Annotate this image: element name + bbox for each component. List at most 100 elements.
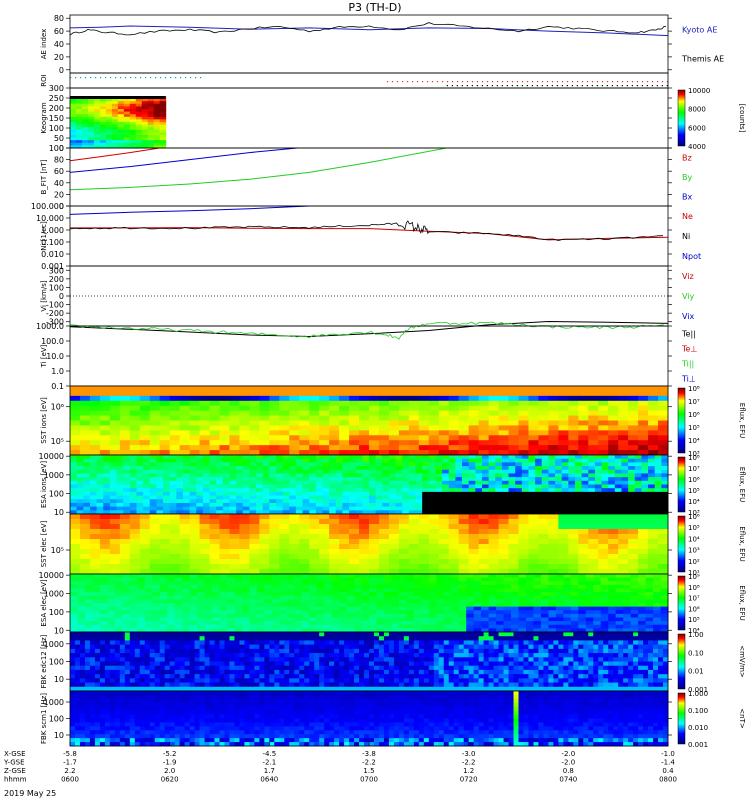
spectrogram-cell [568, 539, 579, 545]
spectrogram-cell [383, 595, 392, 600]
spectrogram-cell [383, 606, 392, 611]
keogram-cell [75, 114, 83, 118]
spectrogram-cell [159, 519, 171, 525]
spectrogram-cell [322, 462, 330, 467]
legend-entry: Npot [682, 252, 701, 261]
spectrogram-cell [182, 588, 190, 593]
spectrogram-cell [660, 595, 669, 600]
spectrogram-cell [309, 450, 320, 456]
spectrogram-cell [109, 529, 121, 535]
spectrogram-cell [473, 603, 482, 608]
spectrogram-cell [79, 415, 91, 421]
spectrogram-cell [518, 559, 529, 565]
spectrogram-cell [329, 420, 340, 426]
spectrogram-cell [299, 435, 310, 441]
spectrogram-cell [418, 445, 430, 451]
spectrogram-cell [196, 458, 204, 463]
spectrogram-cell [309, 405, 320, 412]
spectrogram-cell [302, 473, 310, 478]
spectrogram-cell [189, 386, 200, 392]
spectrogram-cell [122, 584, 131, 589]
spectrogram-cell [585, 599, 594, 604]
keogram-cell [99, 111, 107, 115]
spectrogram-cell [167, 624, 176, 629]
spectrogram-cell [226, 603, 235, 608]
keogram-cell [81, 106, 89, 110]
spectrogram-cell [481, 574, 489, 579]
spectrogram-cell [648, 534, 659, 540]
spectrogram-cell [422, 466, 430, 471]
spectrogram-cell [89, 410, 101, 416]
spectrogram-cell [242, 495, 250, 500]
spectrogram-cell [209, 473, 217, 478]
spectrogram-cell [289, 491, 297, 496]
spectrogram-cell [369, 502, 377, 508]
colorbar-tick-label: 10⁵ [688, 424, 700, 432]
spectrogram-cell [249, 628, 258, 633]
spectrogram-cell [159, 599, 168, 604]
spectrogram-cell [428, 386, 440, 392]
spectrogram-cell [92, 584, 101, 589]
colorbar-tick-label: 10¹ [688, 569, 700, 577]
spectrogram-cell [241, 610, 250, 615]
spectrogram-cell [468, 400, 480, 407]
spectrogram-cell [349, 554, 360, 560]
spectrogram-cell [369, 617, 377, 622]
spectrogram-cell [654, 473, 662, 478]
spectrogram-cell [279, 524, 290, 530]
spectrogram-cell [103, 466, 111, 471]
spectrogram-cell [269, 405, 280, 412]
spectrogram-cell [558, 390, 569, 397]
spectrogram-cell [355, 477, 363, 482]
spectrogram-cell [167, 595, 176, 600]
roi-mark [456, 85, 458, 87]
keogram-cell [117, 103, 125, 107]
spectrogram-cell [299, 400, 310, 407]
spectrogram-cell [239, 430, 250, 436]
spectrogram-cell [654, 495, 662, 500]
y-tick-label: 10.0 [46, 352, 64, 361]
spectrogram-cell [608, 606, 617, 611]
spectrogram-cell [598, 410, 609, 416]
spectrogram-cell [488, 502, 496, 508]
spectrogram-cell [129, 390, 141, 397]
spectrogram-cell [568, 469, 576, 474]
spectrogram-cell [418, 440, 430, 446]
spectrogram-cell [585, 603, 594, 608]
keogram-cell [93, 114, 101, 118]
spectrogram-cell [518, 514, 529, 520]
spectrogram-cell [199, 514, 210, 520]
spectrogram-cell [641, 458, 649, 463]
spectrogram-cell [109, 455, 117, 460]
spectrogram-cell [309, 499, 317, 504]
spectrogram-cell [349, 455, 357, 460]
spectrogram-cell [239, 420, 250, 426]
spectrogram-cell [249, 584, 258, 589]
spectrogram-cell [503, 628, 512, 633]
spectrogram-cell [83, 455, 91, 460]
spectrogram-cell [176, 473, 184, 478]
spectrogram-cell [421, 624, 430, 629]
spectrogram-cell [222, 462, 230, 467]
spectrogram-cell [354, 624, 362, 629]
spectrogram-cell [234, 621, 243, 626]
spectrogram-cell [256, 606, 265, 611]
keogram-cell [111, 101, 119, 105]
spectrogram-cell [229, 435, 240, 441]
spectrogram-cell [645, 595, 654, 600]
spectrogram-cell [339, 519, 350, 525]
spectrogram-cell [608, 420, 619, 426]
spectrogram-cell [119, 420, 131, 426]
spectrogram-cell [488, 410, 499, 416]
spectrogram-cell [339, 606, 347, 611]
spectrogram-cell [481, 595, 489, 600]
spectrogram-cell [451, 584, 460, 589]
spectrogram-cell [558, 410, 569, 416]
spectrogram-cell [654, 469, 662, 474]
spectrogram-cell [209, 405, 220, 412]
spectrogram-cell [262, 491, 270, 496]
spectrogram-cell [256, 588, 265, 593]
spectrogram-cell [388, 425, 400, 431]
spectrogram-cell [361, 574, 370, 579]
spectrogram-cell [176, 491, 184, 496]
